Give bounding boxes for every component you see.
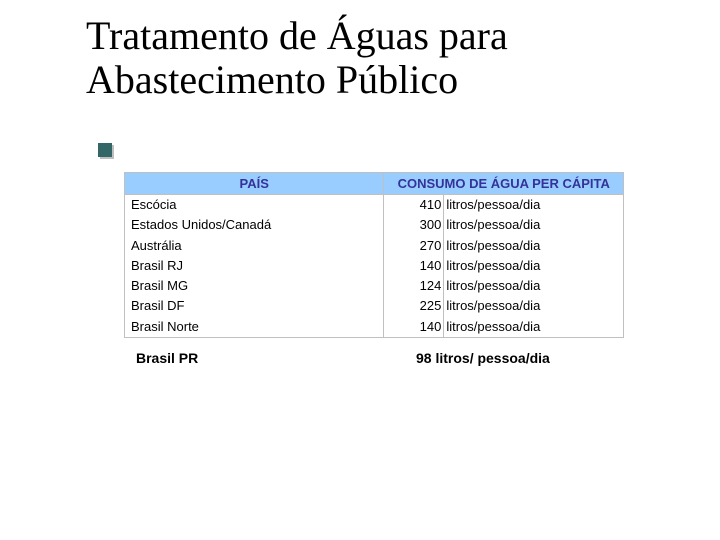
cell-unit: litros/pessoa/dia — [444, 195, 624, 216]
slide: Tratamento de Águas para Abastecimento P… — [0, 0, 720, 540]
cell-country: Brasil Norte — [125, 317, 384, 338]
cell-country: Brasil RJ — [125, 256, 384, 276]
cell-country: Estados Unidos/Canadá — [125, 215, 384, 235]
cell-unit: litros/pessoa/dia — [444, 276, 624, 296]
cell-value: 410 — [384, 195, 444, 216]
table-row: Austrália 270 litros/pessoa/dia — [125, 236, 624, 256]
cell-value: 140 — [384, 256, 444, 276]
cell-unit: litros/pessoa/dia — [444, 296, 624, 316]
cell-country: Brasil DF — [125, 296, 384, 316]
cell-value: 270 — [384, 236, 444, 256]
cell-value: 225 — [384, 296, 444, 316]
table-row: Escócia 410 litros/pessoa/dia — [125, 195, 624, 216]
table-row: Brasil Norte 140 litros/pessoa/dia — [125, 317, 624, 338]
cell-country: Austrália — [125, 236, 384, 256]
slide-title: Tratamento de Águas para Abastecimento P… — [86, 14, 656, 102]
cell-value: 124 — [384, 276, 444, 296]
extra-consumption: 98 litros/ pessoa/dia — [416, 350, 550, 366]
extra-country: Brasil PR — [136, 350, 198, 366]
cell-value: 300 — [384, 215, 444, 235]
table-row: Estados Unidos/Canadá 300 litros/pessoa/… — [125, 215, 624, 235]
col-header-consumption: CONSUMO DE ÁGUA PER CÁPITA — [384, 173, 624, 195]
table-row: Brasil RJ 140 litros/pessoa/dia — [125, 256, 624, 276]
cell-unit: litros/pessoa/dia — [444, 215, 624, 235]
table-row: Brasil MG 124 litros/pessoa/dia — [125, 276, 624, 296]
cell-unit: litros/pessoa/dia — [444, 256, 624, 276]
cell-value: 140 — [384, 317, 444, 338]
table-row: Brasil DF 225 litros/pessoa/dia — [125, 296, 624, 316]
col-header-country: PAÍS — [125, 173, 384, 195]
cell-unit: litros/pessoa/dia — [444, 236, 624, 256]
table: PAÍS CONSUMO DE ÁGUA PER CÁPITA Escócia … — [124, 172, 624, 338]
cell-country: Brasil MG — [125, 276, 384, 296]
consumption-table: PAÍS CONSUMO DE ÁGUA PER CÁPITA Escócia … — [124, 172, 624, 338]
table-header-row: PAÍS CONSUMO DE ÁGUA PER CÁPITA — [125, 173, 624, 195]
cell-country: Escócia — [125, 195, 384, 216]
cell-unit: litros/pessoa/dia — [444, 317, 624, 338]
bullet-square-icon — [98, 143, 112, 157]
